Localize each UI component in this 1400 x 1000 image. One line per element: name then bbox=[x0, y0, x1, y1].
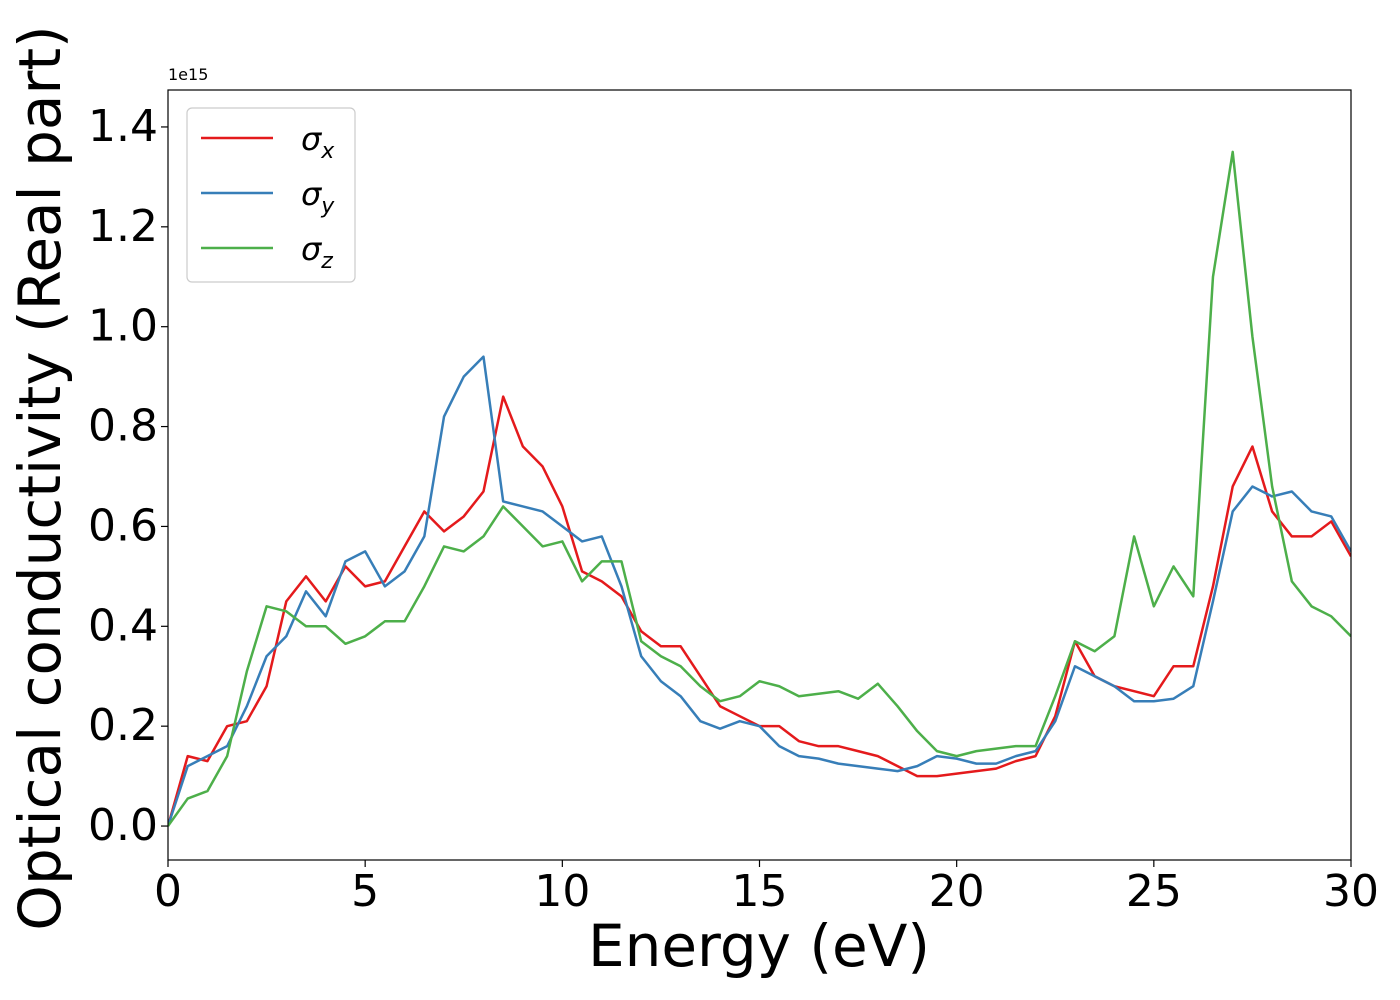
x-tick-label: 0 bbox=[154, 866, 182, 917]
y-axis-label: Optical conductivity (Real part) bbox=[6, 25, 74, 930]
y-tick-label: 1.4 bbox=[88, 101, 158, 152]
x-tick-label: 5 bbox=[351, 866, 379, 917]
x-tick-label: 15 bbox=[732, 866, 788, 917]
x-axis-label: Energy (eV) bbox=[588, 912, 930, 980]
y-tick-label: 1.2 bbox=[88, 201, 158, 252]
x-tick-label: 30 bbox=[1323, 866, 1379, 917]
y-tick-label: 0.4 bbox=[88, 600, 158, 651]
series-line bbox=[168, 395, 1351, 827]
legend-box bbox=[186, 107, 356, 283]
x-tick-label: 10 bbox=[534, 866, 590, 917]
y-tick-label: 0.8 bbox=[88, 401, 158, 452]
x-tick-label: 25 bbox=[1126, 866, 1182, 917]
y-offset-label: 1e15 bbox=[168, 65, 208, 84]
y-tick-label: 1.0 bbox=[88, 301, 158, 352]
x-tick-label: 20 bbox=[929, 866, 985, 917]
series-line bbox=[168, 150, 1351, 827]
y-tick-label: 0.6 bbox=[88, 500, 158, 551]
series-line bbox=[168, 355, 1351, 827]
y-tick-label: 0.0 bbox=[88, 800, 158, 851]
y-tick-label: 0.2 bbox=[88, 700, 158, 751]
